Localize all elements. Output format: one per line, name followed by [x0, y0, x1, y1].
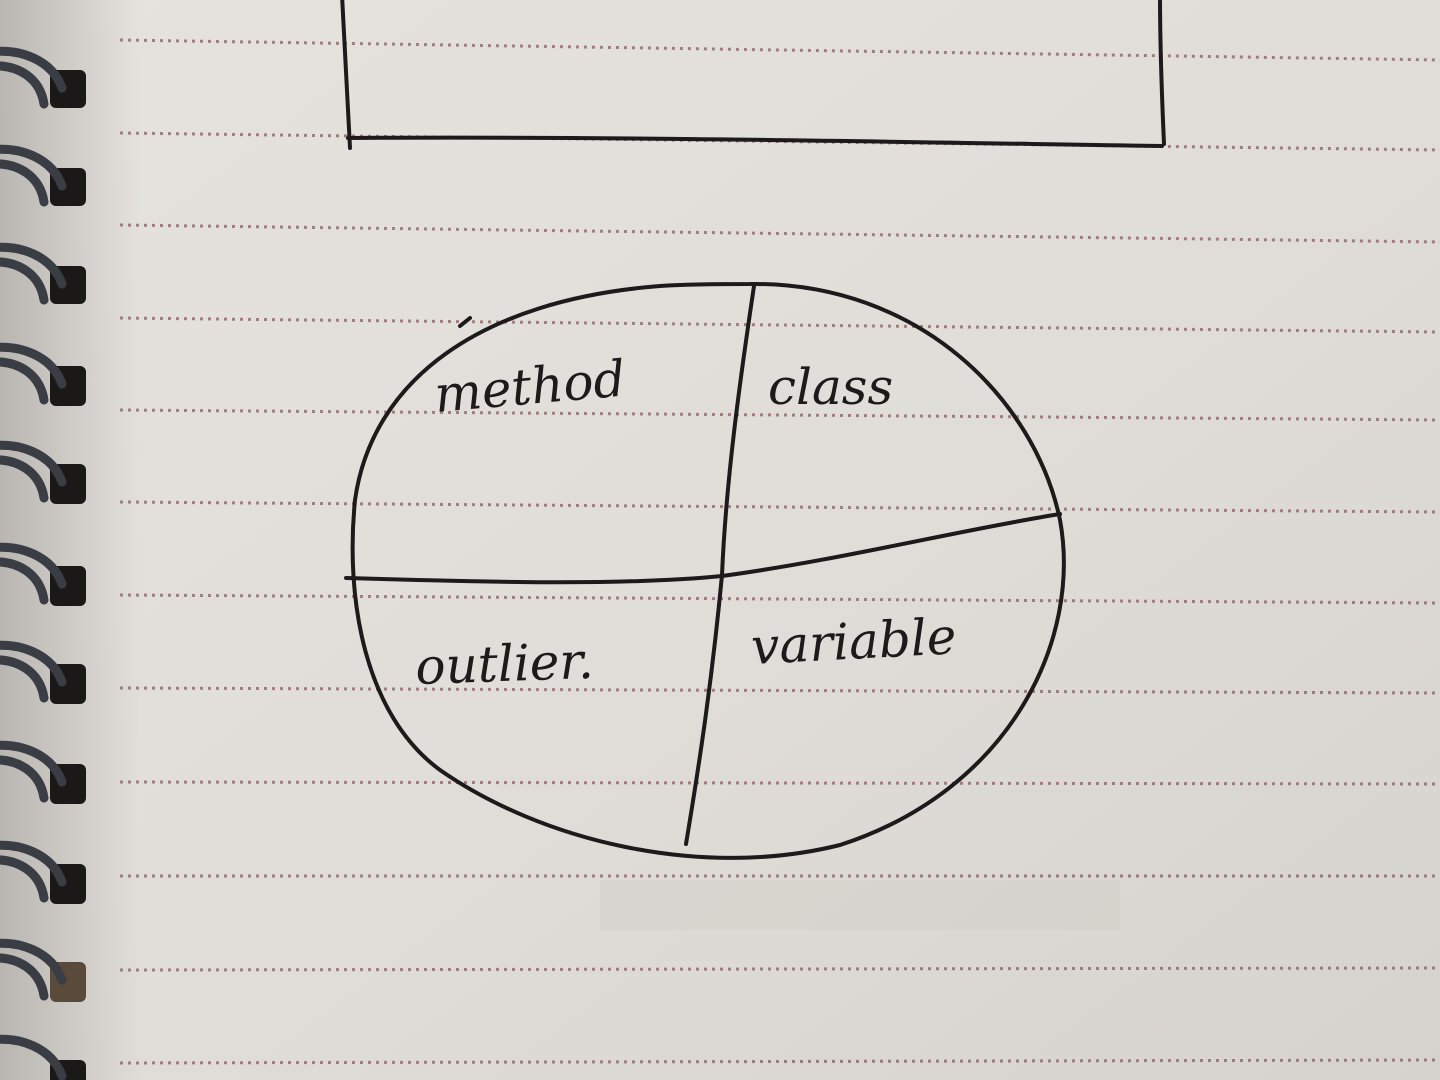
wire-ring — [0, 855, 49, 903]
wire-ring — [0, 755, 49, 803]
wire-ring — [0, 357, 49, 405]
wire-ring — [0, 242, 67, 289]
show-through-smudge — [600, 880, 1120, 930]
wire-ring — [0, 953, 49, 1001]
wire-ring — [0, 46, 67, 93]
wire-ring — [0, 159, 49, 207]
wire-ring — [0, 542, 67, 589]
wire-ring — [0, 257, 49, 305]
quadrant-label-outlier: outlier. — [414, 632, 594, 696]
wire-ring — [0, 557, 49, 605]
ellipse-start-tick — [458, 316, 472, 328]
wire-ring — [0, 440, 67, 487]
spiral-binding — [0, 46, 86, 1080]
hand-drawn-ellipse — [350, 281, 1066, 860]
quadrant-label-class: class — [768, 358, 893, 416]
wire-ring — [0, 655, 49, 703]
hand-drawn-rectangle — [340, 0, 1166, 150]
wire-ring — [0, 61, 49, 109]
wire-ring — [0, 1034, 67, 1080]
wire-ring — [0, 342, 67, 389]
horizontal-divider — [344, 512, 1062, 585]
wire-ring — [0, 455, 49, 503]
wire-ring — [0, 144, 67, 191]
wire-ring — [0, 938, 67, 985]
wire-ring — [0, 640, 67, 687]
wire-ring — [0, 840, 67, 887]
wire-ring-row — [0, 46, 67, 1080]
binding-shadow — [0, 0, 140, 1080]
quadrant-label-variable: variable — [750, 607, 958, 676]
wire-ring — [0, 740, 67, 787]
